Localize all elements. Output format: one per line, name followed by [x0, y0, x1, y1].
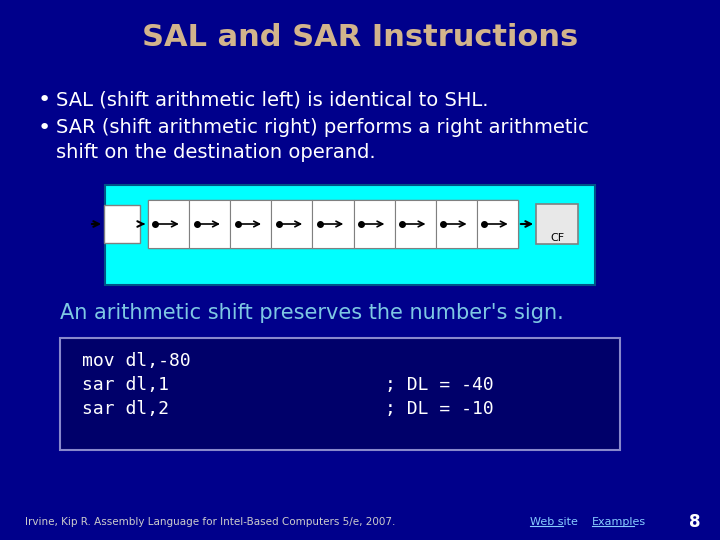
Text: Examples: Examples: [592, 517, 646, 527]
Bar: [104, 205, 140, 243]
Text: shift on the destination operand.: shift on the destination operand.: [56, 143, 376, 162]
Text: ; DL = -10: ; DL = -10: [385, 400, 494, 418]
Text: mov dl,-80: mov dl,-80: [82, 352, 191, 370]
Bar: [148, 200, 189, 248]
Bar: [395, 200, 436, 248]
Text: sar dl,1: sar dl,1: [82, 376, 169, 394]
Text: Irvine, Kip R. Assembly Language for Intel-Based Computers 5/e, 2007.: Irvine, Kip R. Assembly Language for Int…: [25, 517, 395, 527]
Text: SAL (shift arithmetic left) is identical to SHL.: SAL (shift arithmetic left) is identical…: [56, 90, 488, 109]
Text: SAR (shift arithmetic right) performs a right arithmetic: SAR (shift arithmetic right) performs a …: [56, 118, 589, 137]
Bar: [60, 338, 620, 450]
Text: ; DL = -40: ; DL = -40: [385, 376, 494, 394]
Bar: [354, 200, 395, 248]
Bar: [312, 200, 354, 248]
Bar: [189, 200, 230, 248]
Text: 8: 8: [689, 513, 701, 531]
Text: •: •: [38, 90, 51, 110]
Text: SAL and SAR Instructions: SAL and SAR Instructions: [142, 24, 578, 52]
Bar: [536, 204, 578, 244]
Text: •: •: [38, 118, 51, 138]
Bar: [230, 200, 271, 248]
Text: An arithmetic shift preserves the number's sign.: An arithmetic shift preserves the number…: [60, 303, 564, 323]
Bar: [105, 185, 595, 285]
Bar: [436, 200, 477, 248]
Text: CF: CF: [550, 233, 564, 243]
Bar: [477, 200, 518, 248]
Text: sar dl,2: sar dl,2: [82, 400, 169, 418]
Bar: [271, 200, 312, 248]
Text: Web site: Web site: [530, 517, 578, 527]
Bar: [148, 200, 518, 248]
